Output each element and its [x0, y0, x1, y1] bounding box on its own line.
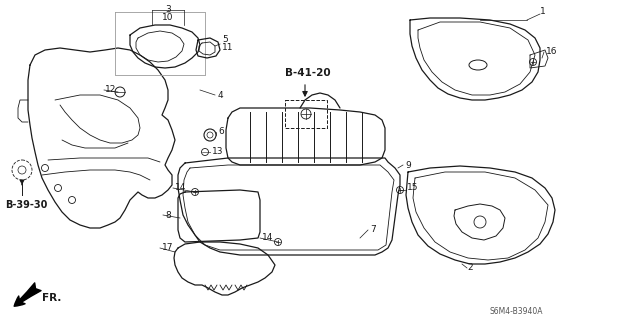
Text: 17: 17: [162, 243, 173, 253]
Text: 2: 2: [467, 263, 472, 272]
Text: 15: 15: [407, 183, 419, 192]
Text: 10: 10: [163, 13, 173, 23]
Text: 5: 5: [222, 35, 228, 44]
Text: 7: 7: [370, 226, 376, 234]
Text: 9: 9: [405, 160, 411, 169]
Text: 8: 8: [165, 211, 171, 219]
Text: 4: 4: [218, 91, 223, 100]
Text: 11: 11: [222, 43, 234, 53]
Text: 14: 14: [262, 234, 273, 242]
Text: 3: 3: [165, 5, 171, 14]
Text: B-39-30: B-39-30: [5, 200, 47, 210]
Bar: [285, 100, 327, 128]
Text: FR.: FR.: [42, 293, 61, 303]
Text: 14: 14: [175, 183, 186, 192]
Text: 13: 13: [212, 147, 223, 157]
Text: B-41-20: B-41-20: [285, 68, 331, 78]
Text: 6: 6: [218, 128, 224, 137]
Text: 12: 12: [105, 85, 116, 94]
Text: 16: 16: [546, 48, 557, 56]
Text: S6M4-B3940A: S6M4-B3940A: [490, 308, 543, 316]
Text: 1: 1: [540, 8, 546, 17]
